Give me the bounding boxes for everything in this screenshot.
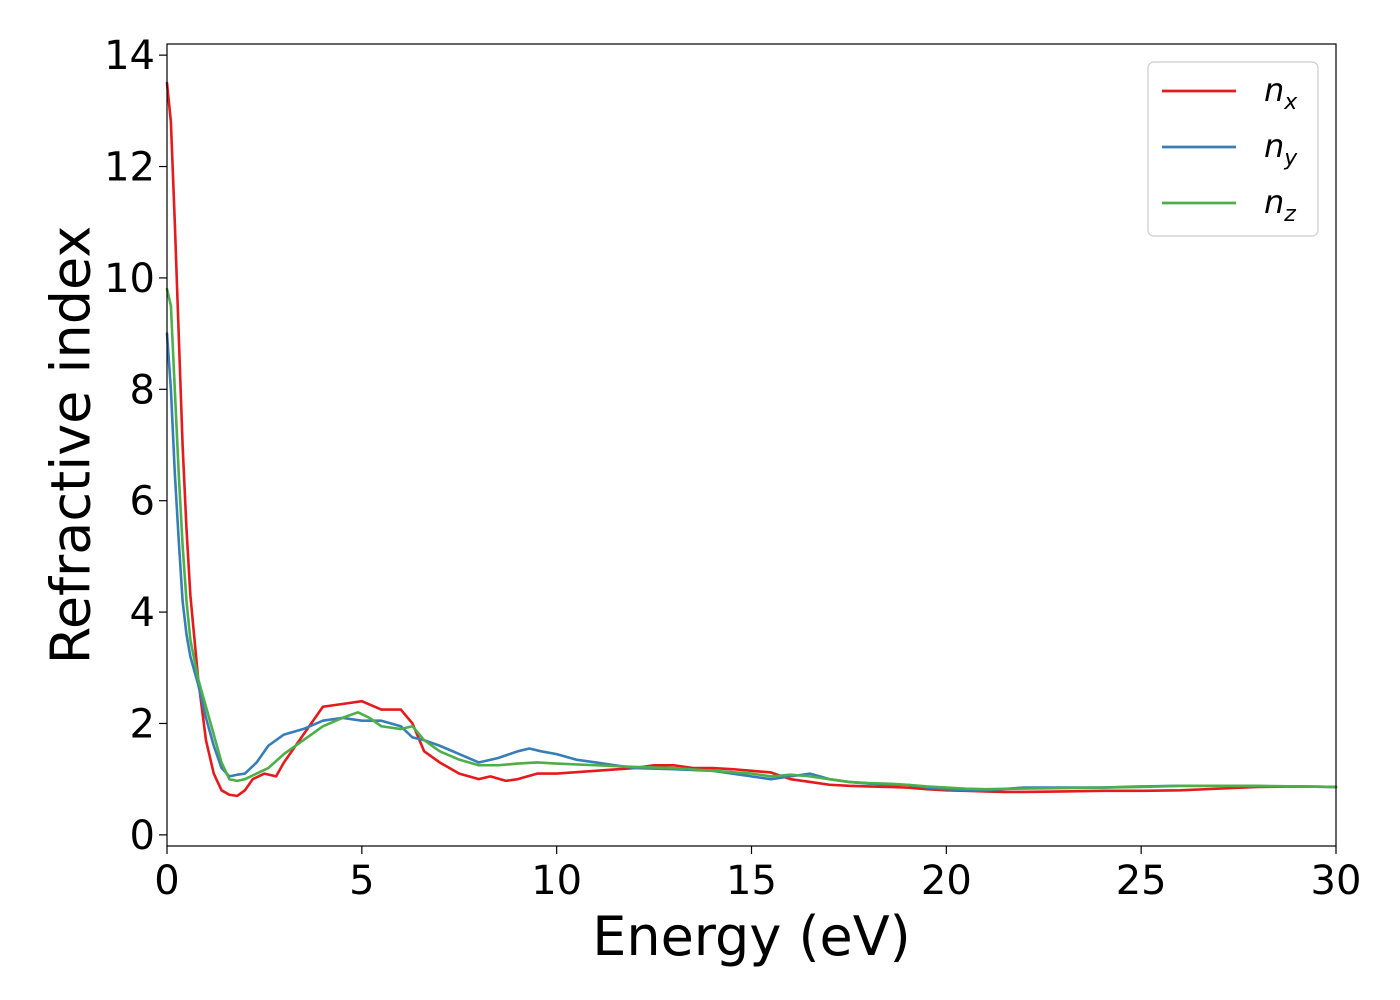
y-axis-title: Refractive index [40,226,103,665]
x-tick-label: 10 [531,858,582,904]
y-tick-label: 10 [104,256,155,302]
y-tick-label: 2 [130,701,155,747]
y-tick-label: 4 [130,590,155,636]
legend-label-ny: ny [1264,127,1298,171]
y-tick-label: 12 [104,145,155,191]
x-tick-label: 25 [1116,858,1167,904]
x-tick-label: 0 [154,858,179,904]
x-tick-label: 15 [726,858,777,904]
legend-label-nx: nx [1264,71,1298,115]
series-layer [165,81,1338,798]
series-line-ny [165,332,1338,792]
legend: nx ny nz [1147,61,1319,237]
legend-box [1147,61,1319,237]
y-tick-label: 0 [130,813,155,859]
y-tick-label: 6 [130,479,155,525]
x-tick-label: 30 [1311,858,1362,904]
x-axis-title: Energy (eV) [592,905,911,968]
y-tick-label: 8 [130,367,155,413]
x-tick-label: 20 [921,858,972,904]
series-line-nz [165,287,1338,791]
x-tick-label: 5 [349,858,374,904]
y-tick-label: 14 [104,33,155,79]
legend-label-nz: nz [1264,183,1296,227]
ticks-layer: 0 5 10 15 20 25 30 0 2 4 6 8 10 12 14 [104,33,1361,904]
